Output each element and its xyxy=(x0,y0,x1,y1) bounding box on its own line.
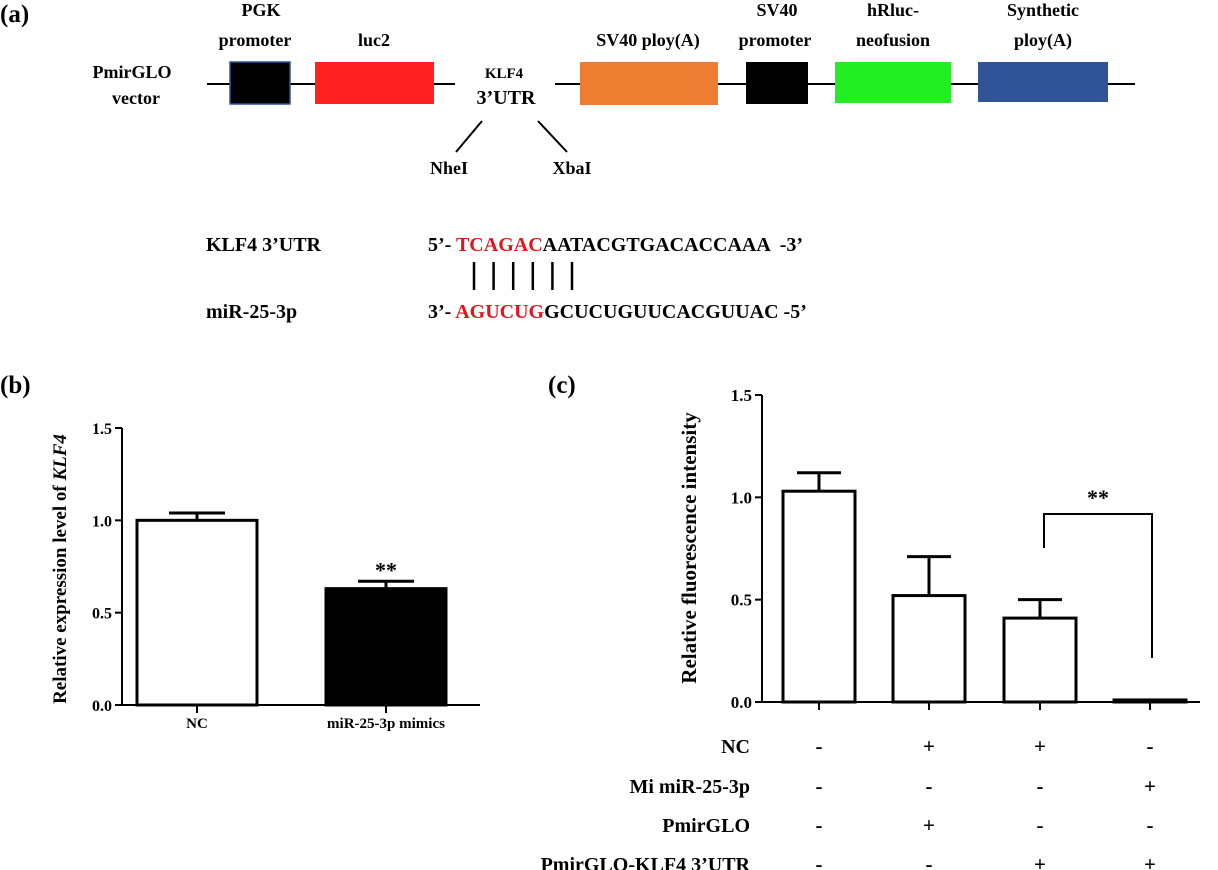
panel-c-bar xyxy=(1002,616,1078,704)
condition-cell: - xyxy=(816,774,823,798)
panel-b-bar xyxy=(324,587,448,707)
panel-c-label: (c) xyxy=(548,372,576,399)
panel-b-y-tick-label: 0.5 xyxy=(92,606,112,623)
condition-cell: - xyxy=(816,852,823,870)
condition-cell: - xyxy=(816,734,823,758)
sv40-promoter-label-line1: SV40 xyxy=(756,0,797,20)
panel-c-y-tick-label: 0.0 xyxy=(731,693,752,712)
synthetic-label-line2: ploy(A) xyxy=(1014,30,1072,51)
condition-cell: - xyxy=(1147,734,1154,758)
hrluc-label-line1: hRluc- xyxy=(867,0,919,20)
condition-cell: + xyxy=(923,734,935,758)
panel-b-ylabel-gene: KLF4 xyxy=(50,434,71,481)
panel-b-significance: ** xyxy=(375,557,397,582)
panel-c-bar xyxy=(891,594,967,704)
vector-name: PmirGLO xyxy=(93,62,172,82)
panel-c-significance: ** xyxy=(1087,485,1109,510)
panel-a-label: (a) xyxy=(0,1,29,28)
hrluc-neofusion-box xyxy=(835,62,951,103)
panel-b-bar xyxy=(135,518,259,707)
mirna-seq-name: miR-25-3p xyxy=(206,301,297,323)
xbai-site-line xyxy=(537,120,568,153)
condition-cell: - xyxy=(816,813,823,837)
panel-c: (c) Relative fluorescence intensity 0.00… xyxy=(541,372,1200,870)
luc2-label: luc2 xyxy=(358,30,390,50)
condition-cell: - xyxy=(926,852,933,870)
condition-cell: + xyxy=(1034,852,1046,870)
sv40-polya-label: SV40 ploy(A) xyxy=(596,30,700,51)
panel-c-y-tick-label: 0.5 xyxy=(731,591,752,610)
panel-c-bar xyxy=(781,489,857,704)
sv40-polya-box xyxy=(580,62,718,105)
utr-seq-prefix: 5’- xyxy=(428,234,456,256)
insert-gene: KLF4 xyxy=(485,66,524,82)
condition-row-label: Mi miR-25-3p xyxy=(629,776,750,798)
panel-c-y-tick-label: 1.0 xyxy=(731,488,752,507)
utr-seed: TCAGAC xyxy=(456,234,543,256)
mirna-seq-rest: GCUCUGUUCACGUUAC xyxy=(544,301,778,323)
condition-cell: + xyxy=(1144,774,1156,798)
condition-cell: + xyxy=(1144,852,1156,870)
condition-cell: + xyxy=(1034,734,1046,758)
condition-table: NC - + + - Mi miR-25-3p - - - + PmirGLO - + - - PmirGLO… xyxy=(541,734,1156,870)
synthetic-label-line1: Synthetic xyxy=(1007,0,1079,20)
condition-row-label: PmirGLO xyxy=(662,815,750,837)
panel-b-y-tick-label: 0.0 xyxy=(92,698,112,715)
base-pair-lines xyxy=(472,262,574,290)
mirna-seed: AGUCUG xyxy=(455,301,544,323)
synthetic-polya-box xyxy=(978,62,1108,102)
panel-a: (a) PmirGLO vector PGK promoter luc2 SV4… xyxy=(0,0,1135,323)
luc2-box xyxy=(315,62,434,104)
panel-b-y-tick-label: 1.0 xyxy=(92,513,112,530)
condition-cell: - xyxy=(926,774,933,798)
insert-utr: 3’UTR xyxy=(477,87,536,109)
utr-seq-name: KLF4 3’UTR xyxy=(206,234,322,256)
mirna-sequence: 3’- AGUCUGGCUCUGUUCACGUUAC -5’ xyxy=(428,301,807,323)
pgk-label-line1: PGK xyxy=(242,0,281,20)
pgk-label-line2: promoter xyxy=(219,30,292,50)
panel-c-y-tick-label: 1.5 xyxy=(731,386,752,405)
panel-c-chart: 0.0 0.5 1.0 1.5 ** xyxy=(731,386,1200,712)
panel-c-bar xyxy=(1112,698,1188,704)
panel-b-x-tick-label: miR-25-3p mimics xyxy=(327,716,445,732)
sv40-promoter-label-line2: promoter xyxy=(739,30,812,50)
panel-b-label: (b) xyxy=(0,372,31,399)
panel-c-significance-bracket xyxy=(1043,513,1153,658)
condition-cell: + xyxy=(923,813,935,837)
condition-cell: - xyxy=(1147,813,1154,837)
mirna-seq-prefix: 3’- xyxy=(428,301,455,323)
panel-b-x-tick-label: NC xyxy=(186,716,208,732)
nhei-site-line xyxy=(455,120,483,153)
nhei-label: NheI xyxy=(430,158,468,178)
vector-label: vector xyxy=(112,88,160,108)
panel-c-y-axis-label: Relative fluorescence intensity xyxy=(677,412,701,684)
condition-cell: - xyxy=(1037,813,1044,837)
xbai-label: XbaI xyxy=(552,158,591,178)
pgk-promoter-box xyxy=(229,61,291,105)
panel-b-y-tick-label: 1.5 xyxy=(92,421,112,438)
mirna-seq-suffix: -5’ xyxy=(779,301,807,323)
utr-sequence: 5’- TCAGACAATACGTGACACCAAA -3’ xyxy=(428,234,803,256)
utr-seq-suffix: -3’ xyxy=(770,234,803,256)
panel-b-chart: 0.0 0.5 1.0 1.5 NC miR-25-3p mimics ** xyxy=(92,421,480,732)
hrluc-label-line2: neofusion xyxy=(856,30,930,50)
panel-b: (b) Relative expression level of KLF4 0.… xyxy=(0,372,480,732)
condition-row-label: NC xyxy=(721,736,750,758)
condition-cell: - xyxy=(1037,774,1044,798)
utr-seq-rest: AATACGTGACACCAAA xyxy=(543,234,772,256)
condition-row-label: PmirGLO-KLF4 3’UTR xyxy=(541,854,751,870)
panel-b-y-axis-label: Relative expression level of KLF4 xyxy=(50,434,71,704)
panel-b-ylabel-text: Relative expression level of xyxy=(50,481,71,704)
sv40-promoter-box xyxy=(746,62,808,104)
